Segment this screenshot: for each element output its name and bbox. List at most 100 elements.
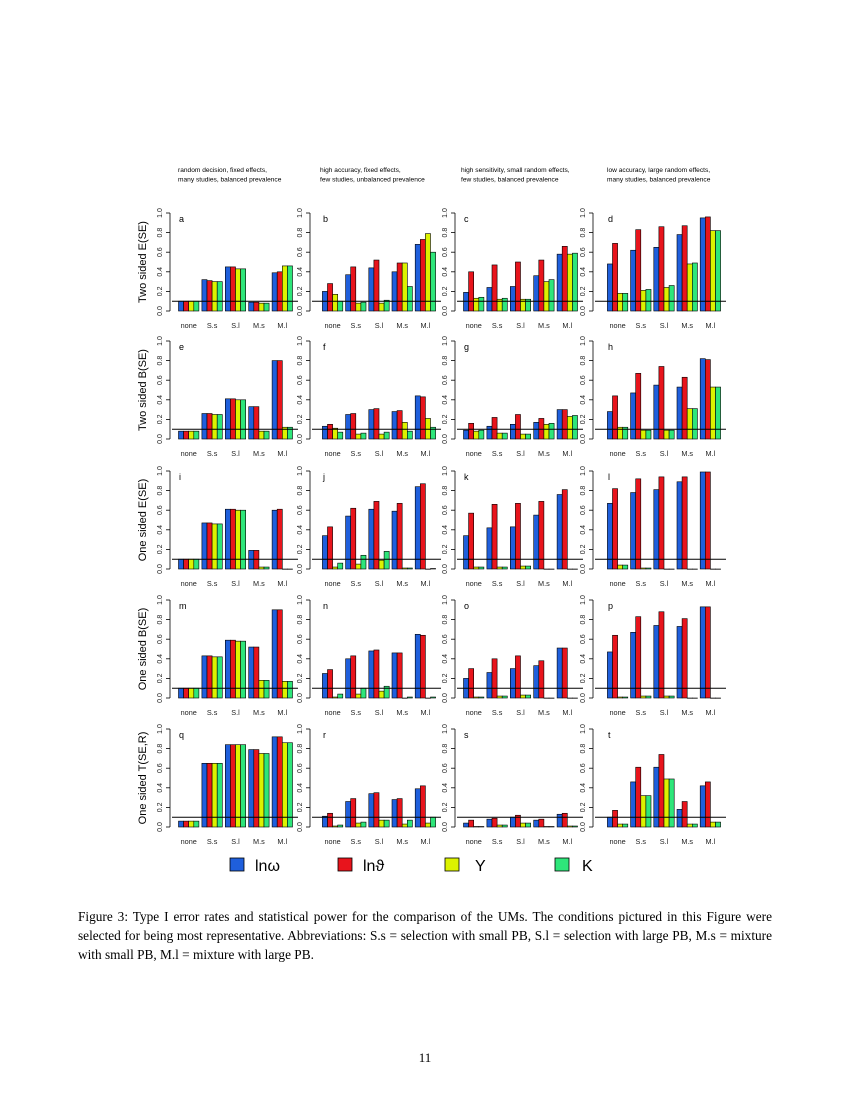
y-tick-label: 0.0 xyxy=(580,564,587,574)
panel-letter: t xyxy=(608,730,611,740)
bar-k-S.s-3 xyxy=(501,566,508,570)
bar-o-none-2 xyxy=(473,696,480,699)
bar-p-M.l-1 xyxy=(704,606,711,699)
bar-p-S.l-0 xyxy=(653,625,660,699)
bar-a-S.s-3 xyxy=(216,281,223,312)
bar-f-M.s-2 xyxy=(401,422,408,440)
x-tick-label: none xyxy=(324,321,340,330)
x-tick-label: S.s xyxy=(351,321,362,330)
y-tick-label: 0.4 xyxy=(157,525,164,535)
bar-k-S.s-2 xyxy=(496,566,503,570)
bar-b-M.s-0 xyxy=(391,271,398,312)
bar-n-M.l-3 xyxy=(430,696,436,699)
bar-f-M.l-1 xyxy=(419,396,426,440)
x-tick-label: none xyxy=(324,579,340,588)
bar-m-none-3 xyxy=(193,687,200,699)
bar-c-M.l-2 xyxy=(566,253,573,312)
panel-m: 0.0 0.2 0.4 0.6 0.8 1.0 m none S.s S.l M.s M.l xyxy=(157,595,298,717)
y-tick-label: 1.0 xyxy=(442,724,449,734)
bar-n-none-3 xyxy=(337,693,344,699)
bar-m-M.l-0 xyxy=(271,609,278,699)
bar-e-M.s-0 xyxy=(248,406,255,440)
bar-e-M.s-1 xyxy=(253,406,260,440)
bar-t-S.s-3 xyxy=(645,795,652,828)
y-tick-label: 0.6 xyxy=(297,247,304,257)
bar-m-none-2 xyxy=(188,687,195,699)
y-tick-label: 0.8 xyxy=(157,615,164,625)
bar-m-S.l-3 xyxy=(240,640,247,699)
x-tick-label: M.s xyxy=(253,708,265,717)
x-tick-label: S.s xyxy=(351,449,362,458)
y-tick-label: 1.0 xyxy=(297,466,304,476)
bar-r-none-3 xyxy=(337,824,344,828)
legend-swatch-3 xyxy=(554,857,570,872)
x-tick-label: M.s xyxy=(253,321,265,330)
bar-g-S.s-0 xyxy=(486,425,493,440)
bar-h-none-3 xyxy=(622,426,629,440)
x-tick-label: none xyxy=(466,579,482,588)
bar-k-S.l-2 xyxy=(520,565,526,570)
x-tick-label: S.l xyxy=(660,837,669,846)
bar-i-M.l-0 xyxy=(271,509,278,570)
x-tick-label: S.s xyxy=(636,708,647,717)
x-tick-label: M.l xyxy=(277,321,287,330)
bar-g-S.l-2 xyxy=(520,433,526,440)
bar-b-S.l-3 xyxy=(383,299,390,312)
x-tick-label: S.s xyxy=(351,579,362,588)
bar-l-S.s-0 xyxy=(630,492,636,570)
panel-letter: r xyxy=(323,730,326,740)
x-tick-label: M.l xyxy=(706,708,716,717)
bar-h-none-1 xyxy=(612,395,618,440)
x-tick-label: M.s xyxy=(253,579,265,588)
x-tick-label: S.s xyxy=(351,837,362,846)
bar-r-S.l-3 xyxy=(383,819,390,828)
bar-n-S.s-0 xyxy=(345,658,352,699)
panel-letter: a xyxy=(179,214,184,224)
y-tick-label: 0.2 xyxy=(157,286,164,296)
bar-a-none-0 xyxy=(178,300,184,312)
bar-j-none-2 xyxy=(332,566,339,570)
bar-r-S.s-3 xyxy=(360,821,367,828)
bar-g-none-3 xyxy=(478,429,485,440)
y-tick-label: 1.0 xyxy=(442,208,449,218)
x-tick-label: S.l xyxy=(231,579,240,588)
y-tick-label: 1.0 xyxy=(580,466,587,476)
x-tick-label: M.s xyxy=(253,449,265,458)
y-tick-label: 0.0 xyxy=(442,693,449,703)
bar-n-S.s-2 xyxy=(355,693,362,699)
bar-a-S.l-3 xyxy=(240,268,247,312)
bar-h-M.s-2 xyxy=(686,408,693,440)
x-tick-label: M.l xyxy=(421,579,431,588)
bar-j-M.s-0 xyxy=(391,510,398,570)
x-tick-label: S.s xyxy=(636,837,647,846)
panel-p: 0.0 0.2 0.4 0.6 0.8 1.0 p none S.s S.l M.s M.l xyxy=(580,595,726,717)
y-tick-label: 0.8 xyxy=(580,228,587,238)
x-tick-label: M.s xyxy=(538,837,550,846)
x-tick-label: M.l xyxy=(706,837,716,846)
bar-r-M.s-1 xyxy=(396,798,403,828)
panel-i: 0.0 0.2 0.4 0.6 0.8 1.0 i none S.s S.l M.s M.l xyxy=(157,466,298,588)
legend-label: lnω xyxy=(255,858,280,875)
bar-f-S.l-2 xyxy=(378,433,385,440)
x-tick-label: none xyxy=(466,321,482,330)
y-tick-label: 1.0 xyxy=(580,595,587,605)
y-tick-label: 0.8 xyxy=(297,615,304,625)
bar-n-none-0 xyxy=(322,673,328,699)
bar-h-M.l-0 xyxy=(699,358,706,440)
y-tick-label: 1.0 xyxy=(157,336,164,346)
y-tick-label: 0.6 xyxy=(297,634,304,644)
bar-b-none-3 xyxy=(337,300,344,312)
x-tick-label: S.l xyxy=(660,708,669,717)
panel-letter: m xyxy=(179,601,187,611)
bar-q-M.l-1 xyxy=(276,736,283,828)
y-tick-label: 1.0 xyxy=(157,466,164,476)
bar-f-none-2 xyxy=(332,427,339,440)
x-tick-label: S.l xyxy=(660,579,669,588)
bar-a-M.l-0 xyxy=(271,272,278,312)
bar-d-none-3 xyxy=(622,293,629,312)
bar-t-S.l-3 xyxy=(668,778,675,828)
bar-g-S.s-1 xyxy=(491,417,498,440)
x-tick-label: M.l xyxy=(562,579,572,588)
bar-t-S.s-2 xyxy=(640,795,647,828)
bar-q-M.l-0 xyxy=(271,736,278,828)
